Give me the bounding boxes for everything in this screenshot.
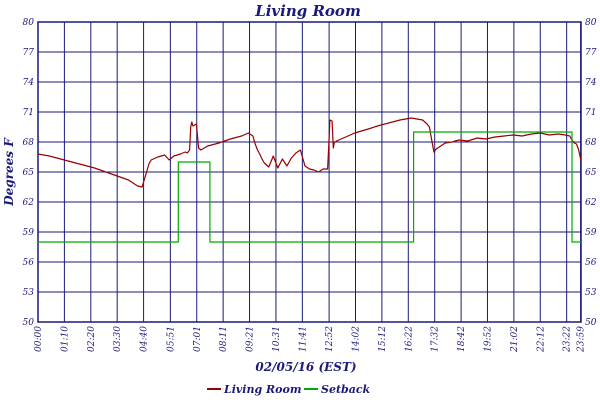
y-tick-label-right: 50 — [585, 318, 597, 328]
legend-label-living-room: Living Room — [223, 383, 301, 396]
x-tick-label: 08:11 — [219, 326, 229, 352]
x-tick-label: 10:31 — [272, 326, 282, 352]
x-tick-label: 00:00 — [34, 326, 44, 352]
series-line-setback — [38, 131, 581, 243]
chart-title: Living Room — [254, 2, 361, 20]
x-tick-label: 19:52 — [483, 326, 493, 352]
y-tick-label-right: 68 — [585, 138, 597, 148]
y-tick-label-right: 74 — [585, 78, 597, 88]
x-tick-label: 03:30 — [113, 326, 123, 352]
x-tick-label: 02:20 — [87, 326, 97, 352]
y-tick-label-left: 74 — [23, 78, 35, 88]
y-tick-label-left: 80 — [23, 18, 35, 28]
y-tick-label-left: 53 — [23, 288, 35, 298]
y-tick-label-left: 56 — [23, 258, 35, 268]
y-tick-label-right: 56 — [585, 258, 597, 268]
y-axis-label: Degrees F — [2, 137, 16, 207]
series-line-living-room — [37, 117, 582, 188]
x-tick-label: 16:22 — [404, 326, 414, 352]
x-tick-label: 15:12 — [378, 326, 388, 352]
y-tick-label-right: 59 — [585, 228, 597, 238]
y-tick-label-left: 59 — [23, 228, 35, 238]
y-tick-label-right: 65 — [585, 168, 597, 178]
series-lines — [37, 117, 582, 243]
x-tick-label: 12:52 — [325, 326, 335, 352]
x-tick-label: 22:12 — [536, 326, 546, 353]
y-tick-label-left: 62 — [23, 198, 35, 208]
y-tick-label-left: 71 — [23, 108, 34, 118]
y-tick-label-right: 71 — [585, 108, 596, 118]
x-tick-label: 11:41 — [298, 326, 308, 352]
x-tick-label: 21:02 — [510, 326, 520, 353]
y-tick-label-right: 80 — [585, 18, 597, 28]
x-axis-label: 02/05/16 (EST) — [255, 360, 356, 374]
x-tick-label: 01:10 — [60, 326, 70, 352]
y-tick-label-right: 53 — [585, 288, 597, 298]
x-tick-label: 14:02 — [352, 326, 362, 352]
x-tick-label: 17:32 — [431, 326, 441, 352]
x-tick-label: 07:01 — [193, 326, 203, 352]
grid-lines — [37, 21, 582, 323]
x-tick-label: 23:22 — [563, 326, 573, 353]
legend-label-setback: Setback — [321, 383, 371, 396]
y-tick-label-right: 77 — [585, 48, 597, 58]
x-tick-label: 09:21 — [246, 326, 256, 352]
y-tick-label-right: 62 — [585, 198, 597, 208]
y-tick-label-left: 50 — [23, 318, 35, 328]
y-tick-label-left: 65 — [23, 168, 35, 178]
left-y-tick-labels: 50 53 56 59 62 65 68 71 74 77 80 — [23, 18, 35, 328]
y-tick-label-left: 77 — [23, 48, 35, 58]
right-y-tick-labels: 50 53 56 59 62 65 68 71 74 77 80 — [585, 18, 597, 328]
x-tick-label: 05:51 — [166, 326, 176, 352]
x-tick-label: 18:42 — [457, 326, 467, 352]
legend: Living Room Setback — [207, 383, 371, 396]
x-tick-labels: 00:00 01:10 02:20 03:30 04:40 05:51 07:01 08:11… — [34, 326, 587, 353]
x-tick-label: 04:40 — [140, 326, 150, 352]
x-tick-label: 23:59 — [577, 326, 587, 353]
y-tick-label-left: 68 — [23, 138, 35, 148]
